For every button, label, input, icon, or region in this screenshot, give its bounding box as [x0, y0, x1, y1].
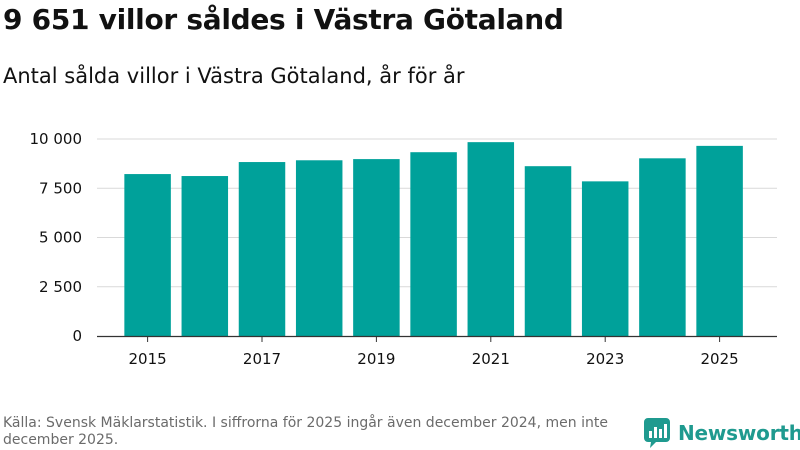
bar-2025 [696, 145, 743, 336]
bar-2018 [295, 160, 343, 336]
x-tick-label: 2017 [243, 350, 281, 368]
bars [124, 142, 743, 336]
bar-2021 [467, 142, 515, 336]
bar-2023 [581, 181, 629, 336]
x-tick-label: 2025 [701, 350, 739, 368]
y-tick-label: 5 000 [39, 229, 82, 247]
y-tick-label: 7 500 [39, 179, 82, 197]
bar-2016 [181, 176, 229, 336]
y-tick-label: 0 [72, 327, 82, 345]
brand: Newsworthy [644, 418, 800, 448]
y-tick-label: 10 000 [30, 130, 83, 148]
bar-2017 [238, 162, 286, 336]
x-tick-label: 2021 [472, 350, 510, 368]
chart-subtitle: Antal sålda villor i Västra Götaland, år… [3, 64, 465, 88]
bar-2019 [353, 159, 400, 336]
chart-title: 9 651 villor såldes i Västra Götaland [3, 3, 564, 36]
brand-name: Newsworthy [678, 421, 800, 445]
bar-2024 [639, 158, 686, 336]
tick-labels: 0 2 500 5 000 7 500 10 000 2015 2017 2019 2021 20… [30, 130, 739, 368]
x-tick-label: 2015 [129, 350, 167, 368]
bar-2020 [410, 152, 457, 336]
x-tick-label: 2019 [357, 350, 395, 368]
x-tick-label: 2023 [586, 350, 624, 368]
source-note: Källa: Svensk Mäklarstatistik. I siffror… [3, 415, 608, 448]
axes [97, 335, 777, 342]
newsworthy-logo-icon [644, 418, 670, 448]
bar-2015 [124, 174, 171, 336]
bar-2022 [524, 166, 572, 336]
y-tick-label: 2 500 [39, 278, 82, 296]
